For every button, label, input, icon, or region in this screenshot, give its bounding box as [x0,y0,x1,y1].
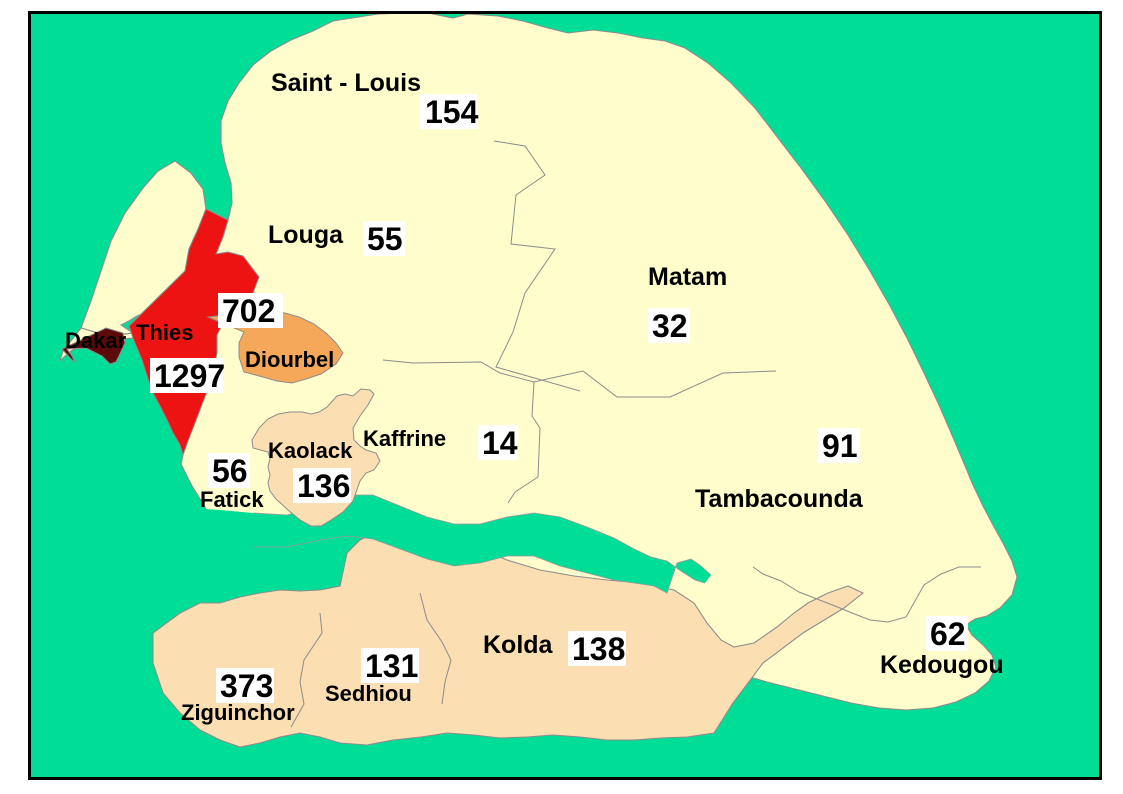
svg-text:Matam: Matam [648,263,727,291]
svg-text:55: 55 [367,221,403,257]
svg-text:91: 91 [822,428,858,464]
svg-text:Kedougou: Kedougou [880,651,1004,679]
svg-text:138: 138 [572,631,625,667]
svg-text:702: 702 [222,293,275,329]
svg-text:56: 56 [212,453,248,489]
svg-text:373: 373 [220,668,273,704]
svg-text:Fatick: Fatick [200,487,264,512]
svg-text:62: 62 [930,616,966,652]
svg-text:Thies: Thies [136,320,193,345]
svg-text:Sedhiou: Sedhiou [325,681,412,706]
svg-text:Dakar: Dakar [65,328,127,353]
svg-text:1297: 1297 [154,358,225,394]
svg-text:Tambacounda: Tambacounda [695,485,864,513]
svg-text:Diourbel: Diourbel [245,347,334,372]
svg-text:Kaffrine: Kaffrine [363,426,446,451]
svg-text:Kaolack: Kaolack [268,438,353,463]
svg-text:136: 136 [297,468,350,504]
svg-text:14: 14 [482,425,518,461]
svg-text:Kolda: Kolda [483,631,554,659]
svg-text:Saint - Louis: Saint - Louis [271,69,421,97]
svg-text:32: 32 [652,308,688,344]
svg-text:Louga: Louga [268,221,344,249]
svg-text:131: 131 [365,648,418,684]
svg-text:154: 154 [425,94,479,130]
